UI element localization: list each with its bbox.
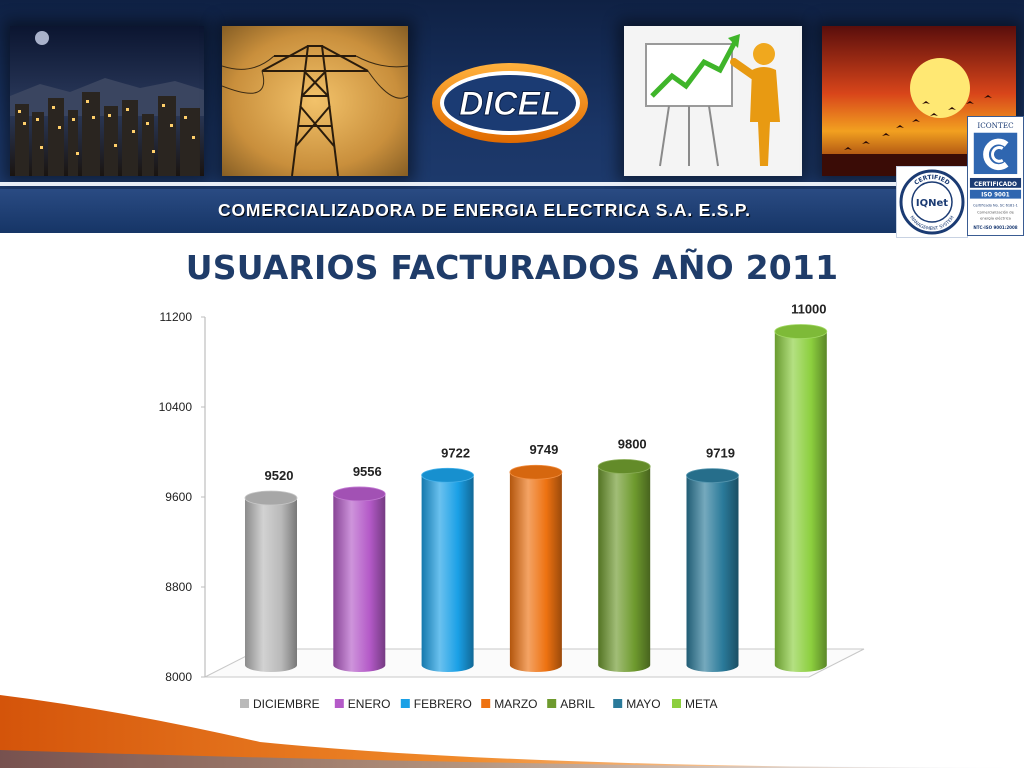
company-bar	[0, 189, 1024, 233]
chart-title: USUARIOS FACTURADOS AÑO 2011	[185, 248, 839, 287]
legend-label: ENERO	[348, 697, 391, 711]
svg-text:energía eléctrica: energía eléctrica	[980, 216, 1011, 220]
svg-text:ISO 9001: ISO 9001	[981, 193, 1009, 199]
legend-label: MAYO	[626, 697, 660, 711]
legend-item-diciembre: DICIEMBRE	[240, 697, 320, 711]
power-tower-photo	[222, 26, 408, 176]
chart-legend: DICIEMBRE ENERO FEBRERO MARZO ABRIL MAYO META	[240, 697, 717, 711]
growth-chart-figure-photo	[624, 26, 802, 176]
bar-top	[597, 459, 651, 474]
data-label: 9749	[529, 442, 558, 457]
legend-item-marzo: MARZO	[481, 697, 538, 711]
legend-swatch	[240, 699, 249, 708]
bar-meta	[774, 324, 828, 673]
legend-swatch	[481, 699, 491, 708]
city-night-photo	[10, 26, 204, 176]
y-tick-label: 8800	[165, 580, 192, 594]
data-label: 9520	[265, 468, 294, 483]
bar-marzo	[509, 464, 563, 673]
bar-top	[509, 464, 563, 480]
bar-body	[686, 475, 739, 673]
svg-text:CERTIFICADO: CERTIFICADO	[974, 182, 1017, 188]
legend-swatch	[672, 699, 681, 708]
legend-item-febrero: FEBRERO	[400, 697, 472, 711]
y-tick-label: 11200	[160, 310, 193, 324]
bar-body	[245, 498, 297, 672]
legend-swatch	[547, 699, 557, 708]
bar-top	[421, 467, 475, 483]
data-label: 9719	[706, 446, 735, 461]
bar-body	[774, 331, 827, 673]
svg-text:ICONTEC: ICONTEC	[977, 121, 1014, 130]
bar-mayo	[686, 468, 739, 673]
bar-body	[509, 472, 562, 673]
bar-enero	[332, 486, 386, 673]
legend-label: MARZO	[494, 697, 537, 711]
logo-text: DICEL	[459, 85, 561, 123]
bar-body	[421, 475, 474, 673]
bar-body	[333, 493, 386, 673]
legend-label: ABRIL	[560, 697, 595, 711]
bar-abril	[597, 459, 651, 673]
bar-body	[598, 466, 651, 673]
header-divider	[0, 182, 1024, 186]
legend-item-abril: ABRIL	[547, 697, 595, 711]
data-label: 11000	[791, 302, 826, 317]
bar-top	[244, 490, 298, 506]
legend-item-meta: META	[672, 697, 717, 711]
legend-swatch	[613, 699, 623, 708]
legend-label: FEBRERO	[414, 697, 472, 711]
legend-swatch	[400, 699, 410, 708]
legend-label: META	[685, 697, 717, 711]
legend-label: DICIEMBRE	[253, 697, 320, 711]
svg-text:Certificado No. SC 6181-1: Certificado No. SC 6181-1	[973, 203, 1018, 207]
icontec-certification-seal: ICONTEC CERTIFICADO ISO 9001 Certificado…	[967, 116, 1024, 236]
legend-swatch	[334, 699, 344, 708]
dicel-logo: DICEL	[432, 63, 588, 143]
company-name: COMERCIALIZADORA DE ENERGIA ELECTRICA S.…	[218, 200, 751, 220]
data-label: 9722	[441, 445, 470, 460]
iqnet-certification-seal: CERTIFIED MANAGEMENT SYSTEM IQNet	[896, 166, 968, 238]
y-tick-label: 10400	[159, 400, 193, 414]
bar-top	[332, 486, 386, 502]
decorative-swoosh	[0, 695, 1024, 768]
bar-top	[686, 468, 739, 484]
sunset-photo	[822, 26, 1016, 176]
data-labels: 9520 9556 9722 9749 9800 9719 11000	[265, 302, 827, 484]
data-label: 9556	[353, 464, 382, 479]
svg-text:NTC-ISO 9001:2008: NTC-ISO 9001:2008	[973, 225, 1017, 230]
svg-text:IQNet: IQNet	[916, 198, 948, 209]
data-label: 9800	[618, 437, 647, 452]
bar-top	[774, 324, 828, 339]
svg-text:Comercialización de: Comercialización de	[977, 210, 1014, 214]
y-axis: 8000 8800 9600 10400 11200	[159, 310, 206, 684]
y-tick-label: 8000	[165, 670, 192, 684]
legend-item-mayo: MAYO	[613, 697, 661, 711]
legend-item-enero: ENERO	[334, 697, 391, 711]
bar-diciembre	[244, 490, 298, 672]
bar-febrero	[421, 467, 475, 673]
y-tick-label: 9600	[165, 490, 192, 504]
chart-bars	[244, 324, 828, 673]
